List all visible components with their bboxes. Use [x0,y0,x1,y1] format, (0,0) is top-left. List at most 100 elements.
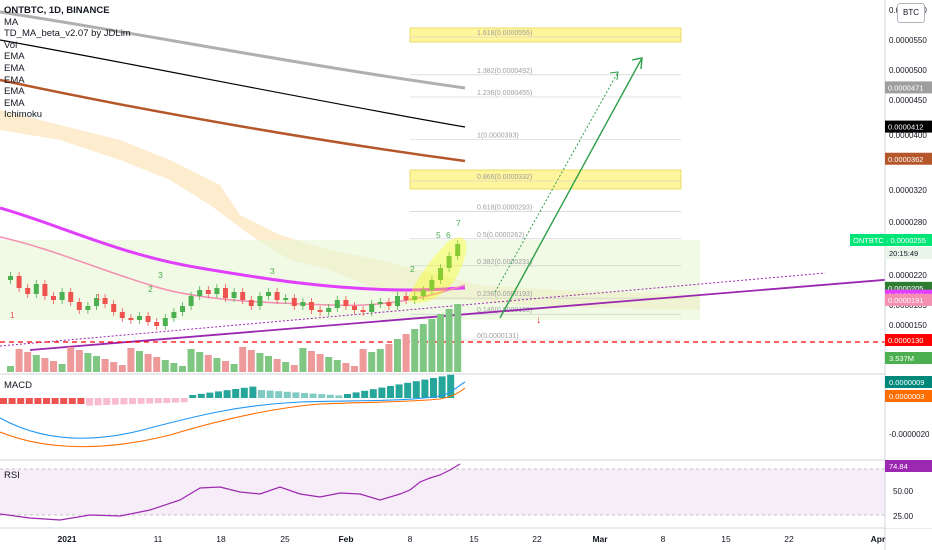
indicator-legend-item[interactable]: Vol [4,39,18,51]
indicator-legend-item[interactable]: EMA [4,74,25,86]
volume-bar [187,349,195,372]
macd-value-badge [885,376,932,388]
candle [343,300,349,306]
rsi-band [0,469,885,515]
candle [214,288,220,294]
time-axis-tick: 11 [154,534,163,544]
candle [446,256,452,268]
volume-bar [428,319,436,372]
indicator-legend-item[interactable]: EMA [4,97,25,109]
candle [334,300,340,308]
macd-pane [0,374,466,448]
macd-histogram-bar [344,394,351,398]
indicator-legend-item[interactable]: MA [4,16,19,28]
volume-badge [885,352,932,364]
macd-histogram-bar [378,387,386,398]
macd-histogram-bar [395,384,403,398]
volume-bar [32,355,40,372]
countdown-text: 20:15:49 [889,249,918,258]
macd-histogram-bar [309,393,317,398]
candle [377,302,383,304]
volume-text: 3.537M [889,354,914,363]
volume-bar [179,366,186,372]
fib-target-zone-mid [409,169,682,190]
candle [420,290,426,296]
price-axis-tick: 0.0000150 [889,321,927,330]
candle [111,304,117,312]
candle [188,296,194,306]
volume-bar [445,309,453,372]
macd-value-badge [885,390,932,402]
macd-histogram-bar [163,398,171,403]
volume-bar [58,364,66,372]
td-count: 2 [148,284,153,294]
indicator-legend-item[interactable]: TD_MA_beta_v2.07 by JDLim [4,28,131,40]
fib-level-label: 0.236(0.0000193) [477,291,532,298]
macd-histogram-bar [34,398,42,404]
indicator-legend-item[interactable]: EMA [4,51,25,63]
macd-histogram-bar [146,398,154,404]
macd-histogram-bar [266,390,274,398]
time-axis-tick: 25 [280,534,290,544]
indicator-legend-item[interactable]: Ichimoku [4,109,43,121]
price-label-badge-text: 0.0000412 [888,123,923,132]
candle [283,298,289,300]
candle [68,292,74,302]
volume-bar [342,363,350,372]
macd-histogram-bar [352,392,360,398]
fib-level-label: 0.618(0.0000293) [477,205,532,212]
volume-bar [15,349,23,372]
volume-bar [239,347,247,372]
target-arrow-solid-head [631,57,643,70]
volume-bar [333,360,341,372]
candle [248,300,254,306]
price-axis-tick: 0.0000400 [889,131,927,140]
td-count: 1 [10,310,15,320]
rsi-value-badge [885,460,932,472]
macd-histogram-bar [215,391,222,398]
volume-bar [411,329,419,372]
volume-bar [376,349,384,372]
indicator-legend-item[interactable]: EMA [4,62,25,74]
rsi-value-text: 74.84 [889,462,908,471]
td-count: 2 [410,264,415,274]
macd-histogram-bar [180,398,188,403]
td-count: 6 [446,230,451,240]
green-background-zone [0,240,700,320]
candle [360,310,366,312]
currency-badge[interactable]: BTC [897,3,925,23]
macd-histogram-bar [51,398,59,404]
macd-line [0,381,466,439]
fib-levels: 1.618(0.0000555) 1.382(0.0000492) 1.236(0.… [410,30,681,341]
candle [197,290,203,296]
time-axis-tick: 18 [216,534,226,544]
fib-level-label: 1(0.0000393) [477,132,519,139]
volume-bar [368,352,376,372]
volume-bar [7,366,14,372]
candle [386,302,392,306]
indicator-legend-item[interactable]: EMA [4,86,25,98]
candle [438,268,443,280]
macd-histogram-bar [232,389,240,398]
volume-bar [299,348,307,372]
ma-gray-line [0,10,466,90]
candle [395,296,400,306]
price-axis[interactable] [885,0,932,528]
macd-histogram-bar [172,398,179,403]
candle [128,318,134,320]
volume-bar [196,352,204,372]
candle [291,298,297,306]
candle [240,292,246,300]
volume-bar [437,314,444,372]
time-axis-tick: 15 [721,534,731,544]
macd-histogram-bar [206,392,214,398]
fib-level-label: 0.382(0.0000231) [477,259,532,266]
volume-bar [308,351,315,372]
fib-level-label: 0.866(0.0000332) [477,174,532,181]
fib-level-label: 0(0.0000131) [477,333,519,340]
price-label-badge-text: 0.0000205 [888,284,923,293]
volume-bar [170,363,178,372]
time-axis-tick: 15 [469,534,479,544]
